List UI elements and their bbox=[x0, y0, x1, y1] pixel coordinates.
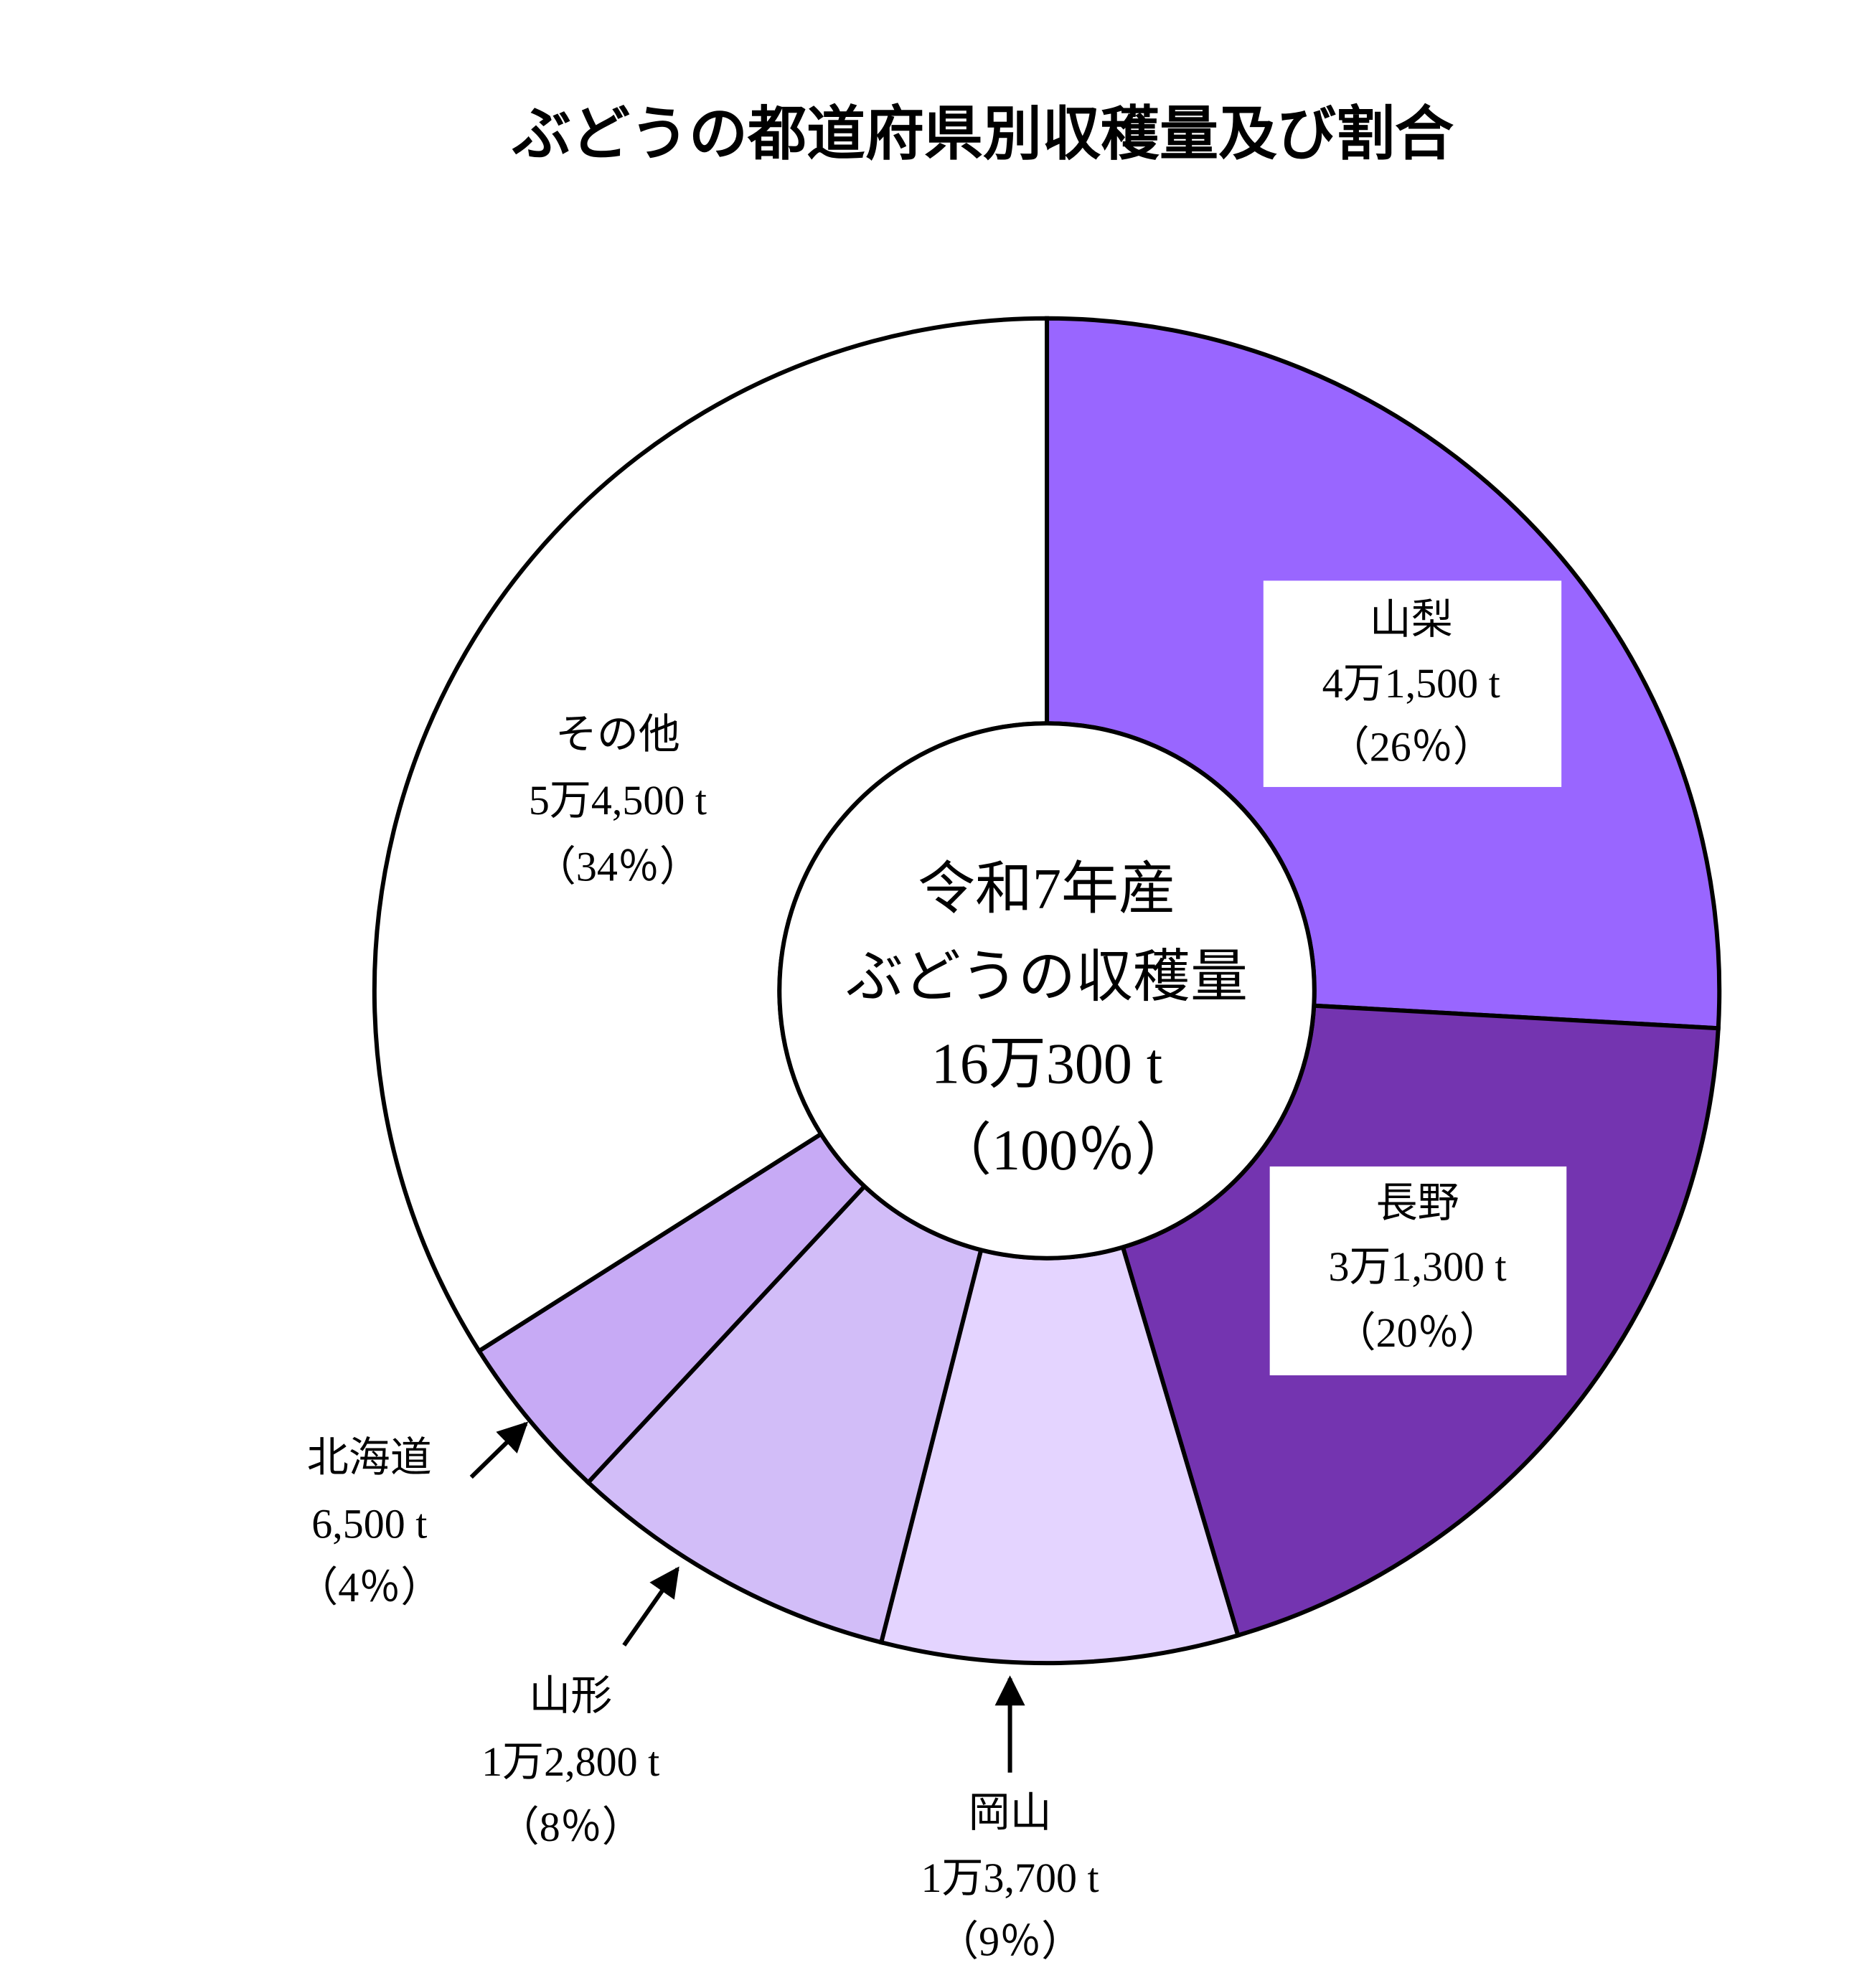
slice-label: 1万3,700 t bbox=[921, 1855, 1099, 1901]
slice-label: 長野 bbox=[1376, 1179, 1459, 1226]
slice-label: 山形 bbox=[529, 1672, 612, 1719]
slice-label: 1万2,800 t bbox=[481, 1738, 659, 1785]
center-label: 16万300 t bbox=[931, 1032, 1162, 1096]
slice-label: 岡山 bbox=[969, 1789, 1052, 1836]
slice-label: （34％） bbox=[535, 843, 701, 890]
slice-label: （26％） bbox=[1328, 724, 1495, 771]
label-box bbox=[1263, 580, 1562, 787]
slice-label: （20％） bbox=[1335, 1309, 1501, 1356]
slice-label: 4万1,500 t bbox=[1322, 660, 1500, 707]
center-label: ぶどうの収穫量 bbox=[846, 946, 1248, 1009]
chart-title: ぶどうの都道府県別収穫量及び割合 bbox=[512, 100, 1454, 168]
slice-label: 山梨 bbox=[1370, 596, 1453, 643]
slice-label: （9％） bbox=[937, 1918, 1083, 1965]
slice-label: その他 bbox=[555, 711, 680, 758]
slice-label: 3万1,300 t bbox=[1329, 1243, 1507, 1290]
label-arrow bbox=[469, 1421, 529, 1479]
slice-label: （4％） bbox=[296, 1564, 442, 1611]
center-hole bbox=[777, 721, 1317, 1261]
center-label: （100％） bbox=[934, 1119, 1193, 1182]
slice-label: 6,500 t bbox=[311, 1500, 427, 1547]
slice-label: 北海道 bbox=[307, 1434, 432, 1481]
slice-label: （8％） bbox=[498, 1804, 644, 1850]
slice-label: 5万4,500 t bbox=[529, 777, 707, 824]
label-arrow bbox=[622, 1566, 679, 1647]
label-box bbox=[1269, 1166, 1567, 1375]
center-label: 令和7年産 bbox=[918, 858, 1176, 921]
